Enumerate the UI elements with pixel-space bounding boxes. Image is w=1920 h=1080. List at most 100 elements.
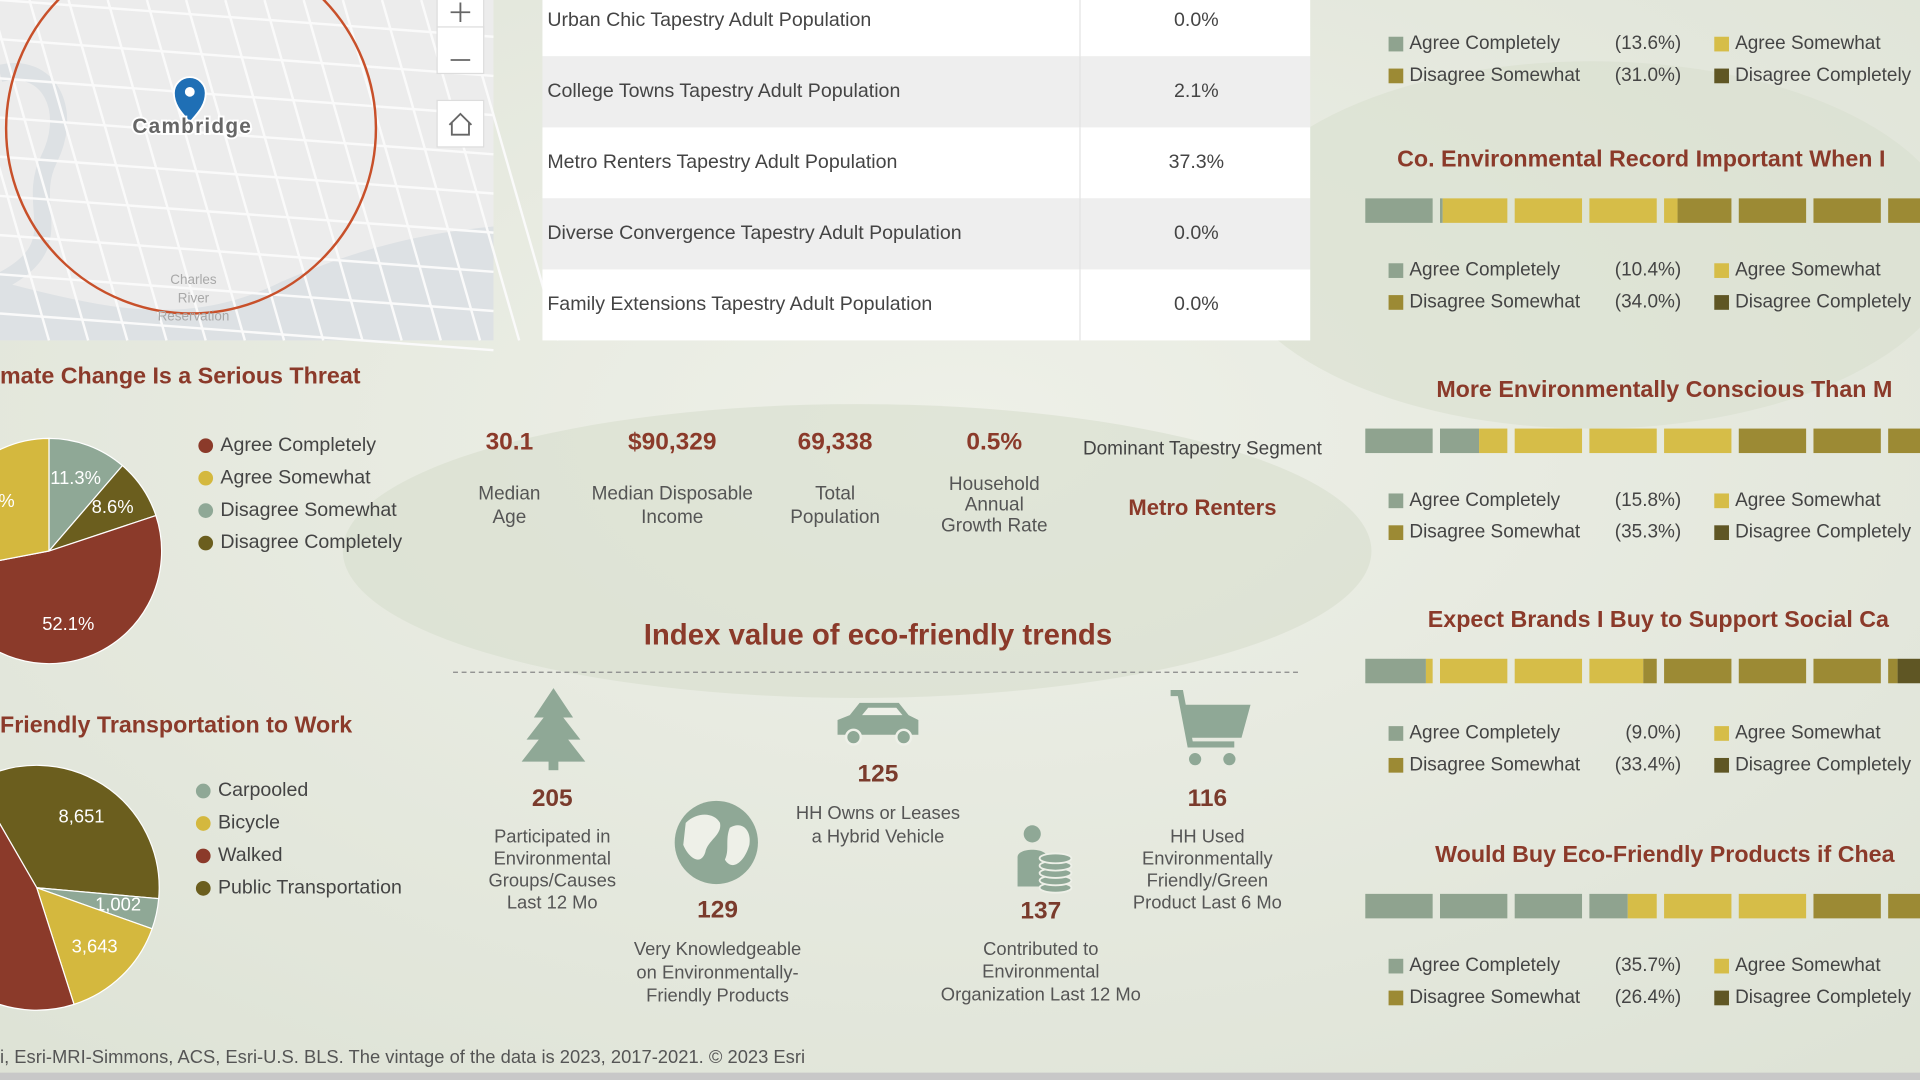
legend-swatch bbox=[1714, 757, 1729, 773]
stat-label: Total bbox=[815, 484, 855, 505]
stat-label: Age bbox=[493, 507, 527, 528]
trend-label: Organization Last 12 Mo bbox=[941, 983, 1141, 1004]
legend-swatch bbox=[1714, 726, 1729, 741]
map-street bbox=[0, 29, 90, 341]
background-foliage bbox=[1224, 61, 1920, 429]
pie-slice bbox=[0, 437, 50, 561]
stat-label: Median bbox=[478, 484, 540, 505]
survey-bar-segment bbox=[1813, 893, 1881, 919]
map-park-label: River bbox=[178, 290, 210, 305]
map-street bbox=[0, 77, 494, 117]
dominant-value: Metro Renters bbox=[1128, 495, 1276, 520]
stat-label: Median Disposable bbox=[592, 484, 753, 505]
trend-label: Product Last 6 Mo bbox=[1133, 892, 1282, 913]
trend-value: 125 bbox=[858, 761, 899, 788]
legend-swatch bbox=[195, 848, 211, 864]
trend-value: 116 bbox=[1188, 785, 1227, 812]
pie-value-label: 1,002 bbox=[95, 893, 141, 914]
table-row bbox=[542, 56, 1311, 128]
map-street bbox=[302, 0, 403, 341]
pie-slice bbox=[0, 822, 75, 1011]
survey-bar-segment bbox=[1440, 658, 1508, 684]
table-cell-name: Diverse Convergence Tapestry Adult Popul… bbox=[547, 222, 961, 244]
survey-bar-segment bbox=[1440, 893, 1508, 919]
legend-label: Disagree Completely bbox=[1735, 291, 1912, 312]
legend-value: (10.4%) bbox=[1615, 260, 1681, 281]
survey-bar-segment bbox=[1897, 658, 1920, 684]
legend-label: Disagree Completely bbox=[1735, 987, 1912, 1008]
home-button[interactable] bbox=[436, 99, 485, 148]
legend-label: Disagree Completely bbox=[1735, 754, 1912, 775]
zoom-in-button-icon bbox=[450, 2, 471, 23]
legend-swatch bbox=[1714, 990, 1729, 1006]
legend-label: Public Transportation bbox=[218, 877, 402, 899]
map-pin bbox=[172, 76, 207, 124]
legend-label: Disagree Somewhat bbox=[1409, 987, 1581, 1008]
map-park-label: Reservation bbox=[158, 309, 230, 324]
legend-swatch bbox=[1388, 295, 1404, 310]
legend-label: Agree Completely bbox=[220, 434, 376, 456]
legend-swatch bbox=[1388, 990, 1404, 1006]
legend-swatch bbox=[198, 470, 214, 486]
stat-value: $90,329 bbox=[628, 429, 716, 456]
map-street bbox=[380, 0, 482, 341]
trend-value: 129 bbox=[697, 896, 738, 923]
survey-title: Expect Brands I Buy to Support Social Ca bbox=[1428, 606, 1890, 632]
survey-bar-segment bbox=[1888, 198, 1920, 223]
table-cell-name: Metro Renters Tapestry Adult Population bbox=[547, 151, 897, 173]
legend-label: Carpooled bbox=[218, 779, 308, 801]
survey-bar-segment bbox=[1425, 658, 1433, 684]
stat-label: Income bbox=[641, 507, 703, 528]
map-street bbox=[0, 0, 494, 38]
trend-label: HH Used bbox=[1170, 825, 1244, 846]
survey-bar-segment bbox=[1365, 198, 1433, 223]
cart-icon-basket bbox=[1185, 710, 1245, 733]
table-cell-value: 37.3% bbox=[1169, 151, 1225, 173]
legend-label: Agree Somewhat bbox=[1735, 260, 1881, 281]
legend-label: Agree Somewhat bbox=[1735, 33, 1881, 54]
legend-label: Disagree Completely bbox=[1735, 522, 1912, 543]
legend-swatch bbox=[195, 783, 211, 799]
map-street bbox=[0, 233, 494, 274]
legend-label: Agree Completely bbox=[1409, 955, 1560, 976]
table-cell-value: 0.0% bbox=[1174, 293, 1219, 315]
map-street bbox=[0, 165, 51, 341]
survey-bar-segment bbox=[1365, 893, 1433, 919]
legend-swatch bbox=[1714, 68, 1729, 84]
survey-bar-segment bbox=[1888, 428, 1920, 454]
stat-label: Household bbox=[949, 474, 1040, 495]
trend-label: Participated in bbox=[494, 825, 610, 846]
trend-label: Environmental bbox=[982, 961, 1099, 982]
legend-label: Walked bbox=[218, 844, 283, 866]
legend-value: (13.6%) bbox=[1615, 33, 1681, 54]
legend-swatch bbox=[198, 535, 214, 551]
pie-value-label: 8,651 bbox=[59, 805, 105, 826]
legend-swatch bbox=[1714, 525, 1729, 540]
pie-value-label: % bbox=[0, 490, 15, 511]
legend-swatch bbox=[1714, 295, 1729, 310]
survey-title: Co. Environmental Record Important When … bbox=[1397, 146, 1885, 172]
zoom-out-button[interactable] bbox=[436, 26, 485, 75]
legend-swatch bbox=[1714, 493, 1729, 509]
map-street bbox=[0, 312, 494, 352]
pie-slice bbox=[48, 437, 124, 553]
legend-label: Agree Somewhat bbox=[1735, 955, 1881, 976]
survey-bar-segment bbox=[1365, 428, 1433, 454]
stat-value: 30.1 bbox=[486, 429, 534, 456]
map-buffer-ring bbox=[4, 0, 378, 315]
cart-icon-wheel bbox=[1188, 753, 1202, 766]
survey-bar-segment bbox=[1479, 428, 1508, 454]
tree-icon bbox=[521, 688, 586, 762]
legend-swatch bbox=[195, 881, 211, 896]
trend-label: HH Owns or Leases bbox=[796, 802, 960, 823]
car-icon-wheel bbox=[844, 728, 863, 746]
legend-label: Agree Completely bbox=[1409, 33, 1560, 54]
pie-value-label: 3,643 bbox=[72, 935, 118, 956]
legend-label: Disagree Somewhat bbox=[220, 499, 397, 521]
car-icon-wheel bbox=[895, 728, 913, 746]
legend-label: Agree Somewhat bbox=[1735, 722, 1881, 743]
survey-bar-segment bbox=[1738, 658, 1807, 684]
table-cell-value: 0.0% bbox=[1174, 9, 1219, 31]
